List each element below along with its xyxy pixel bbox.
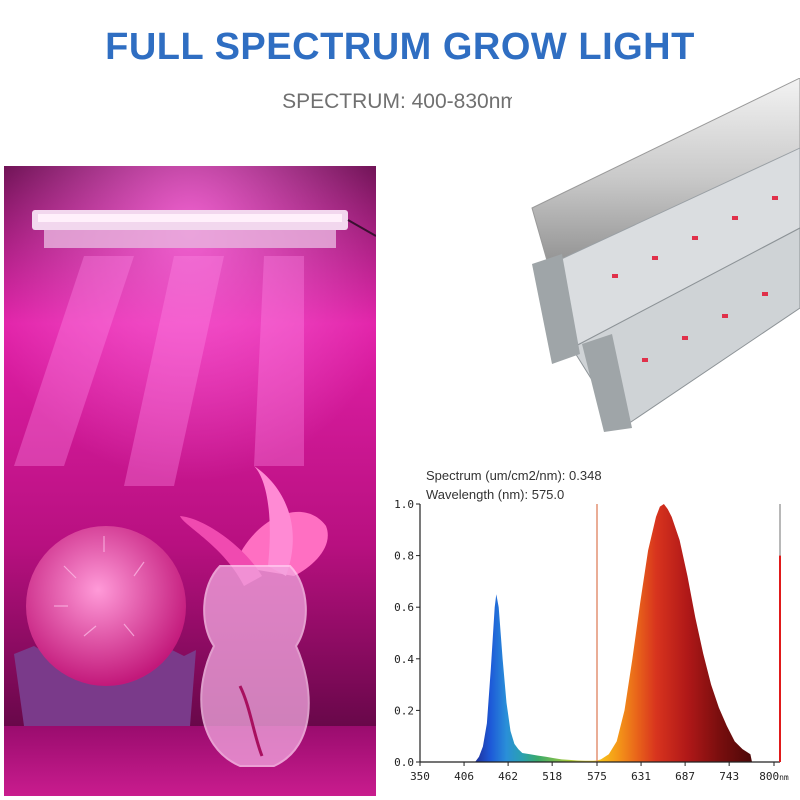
page-subtitle: SPECTRUM: 400-830nm xyxy=(282,90,518,113)
spectrum-chart: 0.0 0.2 0.4 0.6 0.8 1.0 350 406 462 518 575 631 687… xyxy=(394,498,789,783)
spectrum-readout: Spectrum (um/cm2/nm): 0.348 Wavelength (… xyxy=(426,466,602,504)
chart-axes xyxy=(419,504,780,763)
x-tick-label: 350 xyxy=(410,770,430,783)
x-unit-suffix: nm xyxy=(779,773,789,782)
y-tick-label: 0.8 xyxy=(394,550,414,563)
page-title: FULL SPECTRUM GROW LIGHT xyxy=(105,26,695,68)
x-tick-label: 406 xyxy=(454,770,474,783)
y-tick-label: 0.0 xyxy=(394,756,414,769)
y-tick-label: 1.0 xyxy=(394,498,414,511)
spectrum-value-label: Spectrum (um/cm2/nm): 0.348 xyxy=(426,468,602,483)
x-tick-label: 631 xyxy=(631,770,651,783)
x-tick-labels: 350 406 462 518 575 631 687 743 800nm xyxy=(410,762,789,783)
y-tick-label: 0.2 xyxy=(394,704,414,717)
y-tick-labels: 0.0 0.2 0.4 0.6 0.8 1.0 xyxy=(394,498,420,769)
x-tick-label: 462 xyxy=(498,770,518,783)
wavelength-value-label: Wavelength (nm): 575.0 xyxy=(426,487,565,502)
x-tick-label: 800nm xyxy=(759,770,789,783)
led-tube-photo xyxy=(512,78,800,432)
spectrum-area xyxy=(475,504,752,762)
x-tick-label: 575 xyxy=(587,770,607,783)
y-tick-label: 0.4 xyxy=(394,653,414,666)
x-tick-label: 518 xyxy=(542,770,562,783)
grow-light-photo xyxy=(4,166,376,796)
y-tick-label: 0.6 xyxy=(394,601,414,614)
x-tick-label: 687 xyxy=(675,770,695,783)
x-tick-label: 743 xyxy=(719,770,739,783)
